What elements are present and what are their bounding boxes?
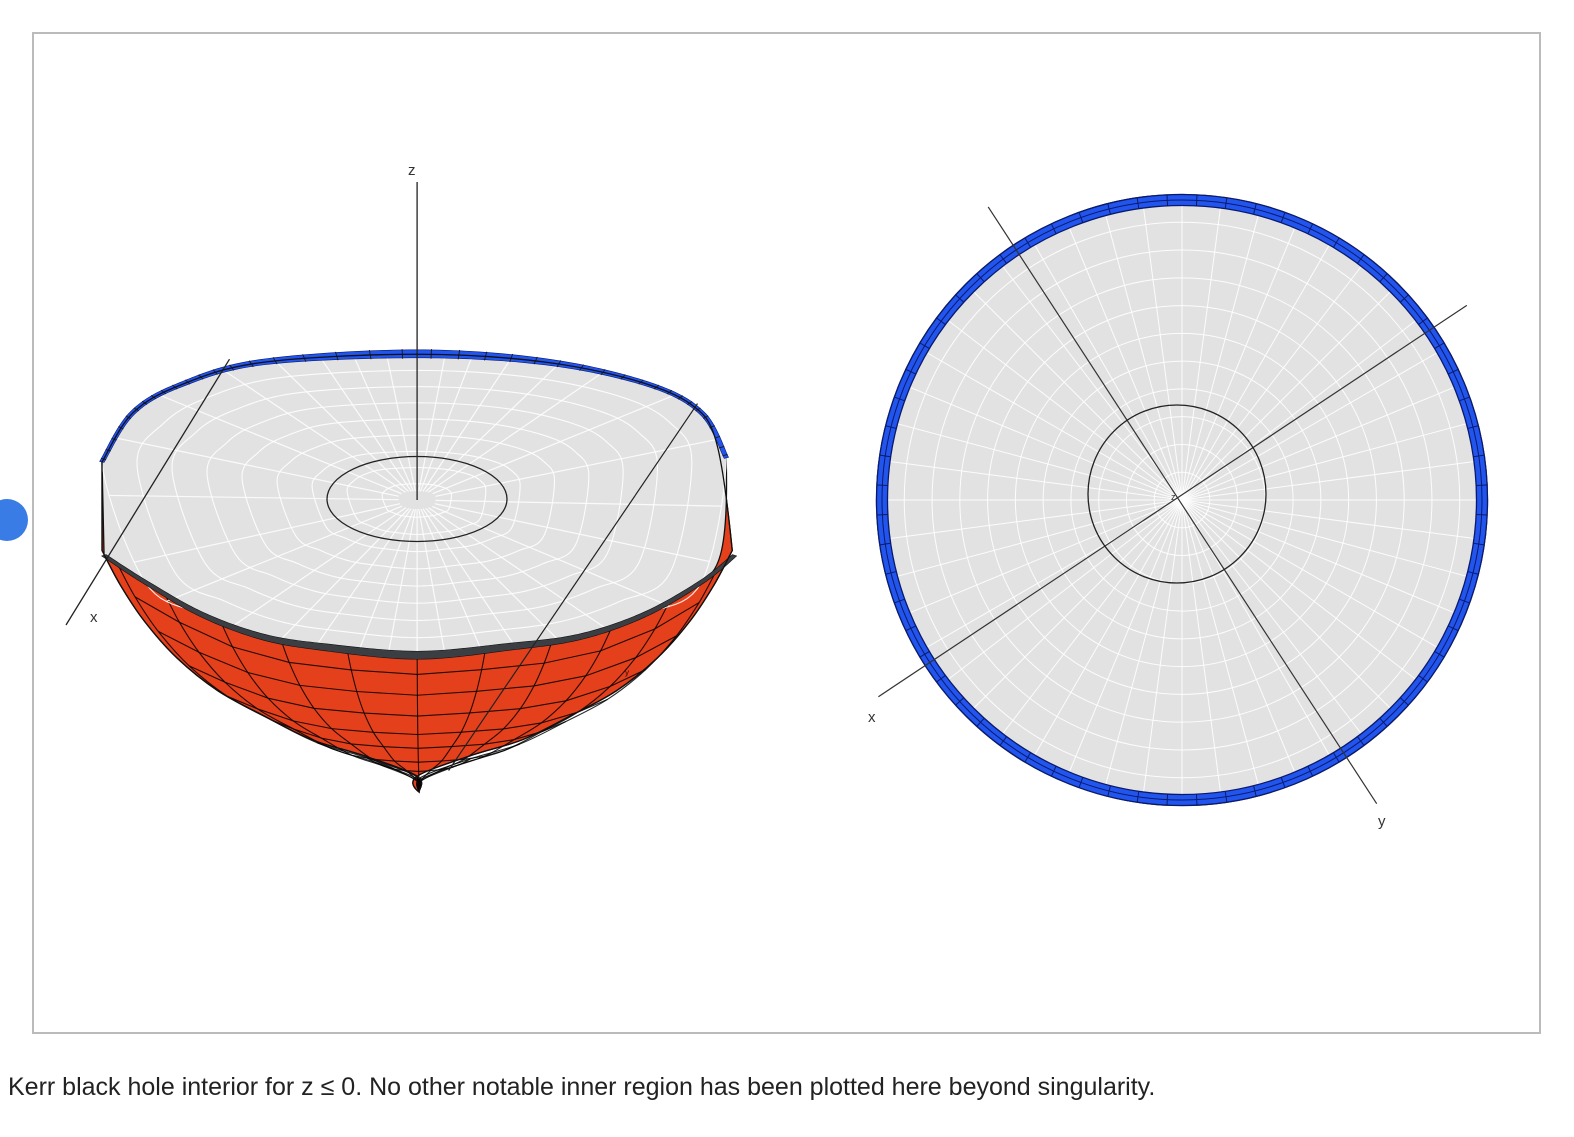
svg-text:x: x [868, 709, 876, 726]
svg-text:x: x [90, 609, 98, 626]
svg-text:z: z [408, 162, 416, 179]
svg-text:z: z [1171, 492, 1176, 502]
svg-text:y: y [1378, 813, 1386, 830]
svg-text:y: y [625, 668, 629, 677]
